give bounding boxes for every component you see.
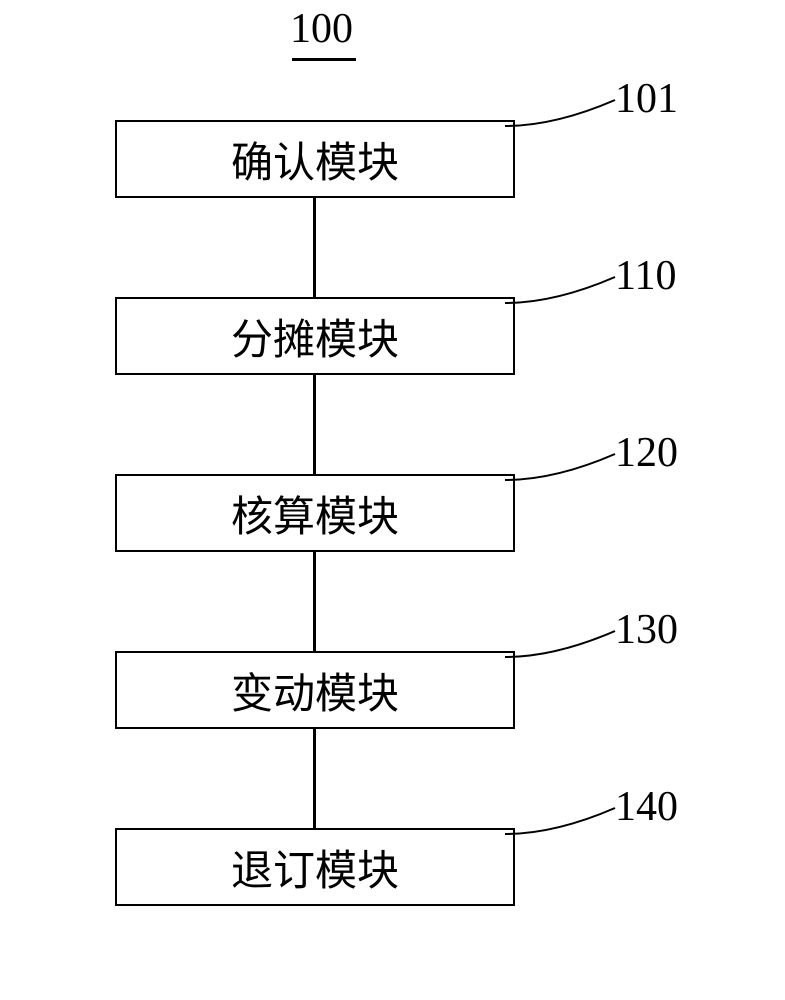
ref-label-140: 140 — [615, 783, 678, 831]
box-label: 变动模块 — [231, 660, 399, 721]
leader-line — [505, 98, 620, 133]
connector-line — [313, 729, 316, 828]
box-confirm-module: 确认模块 — [115, 120, 515, 198]
ref-label-101: 101 — [615, 75, 678, 123]
box-unsubscribe-module: 退订模块 — [115, 828, 515, 906]
leader-line — [505, 452, 620, 487]
ref-label-120: 120 — [615, 429, 678, 477]
connector-line — [313, 198, 316, 297]
box-label: 退订模块 — [231, 837, 399, 898]
box-label: 分摊模块 — [231, 306, 399, 367]
diagram-title: 100 — [290, 5, 353, 53]
ref-label-110: 110 — [615, 252, 676, 300]
leader-line — [505, 275, 620, 310]
leader-line — [505, 629, 620, 664]
connector-line — [313, 375, 316, 474]
title-underline — [292, 58, 356, 61]
box-change-module: 变动模块 — [115, 651, 515, 729]
connector-line — [313, 552, 316, 651]
box-account-module: 核算模块 — [115, 474, 515, 552]
box-label: 核算模块 — [231, 483, 399, 544]
leader-line — [505, 806, 620, 841]
ref-label-130: 130 — [615, 606, 678, 654]
box-label: 确认模块 — [231, 129, 399, 190]
diagram-canvas: 100 确认模块 分摊模块 核算模块 变动模块 退订模块 101 110 120… — [0, 0, 785, 1000]
box-allocate-module: 分摊模块 — [115, 297, 515, 375]
